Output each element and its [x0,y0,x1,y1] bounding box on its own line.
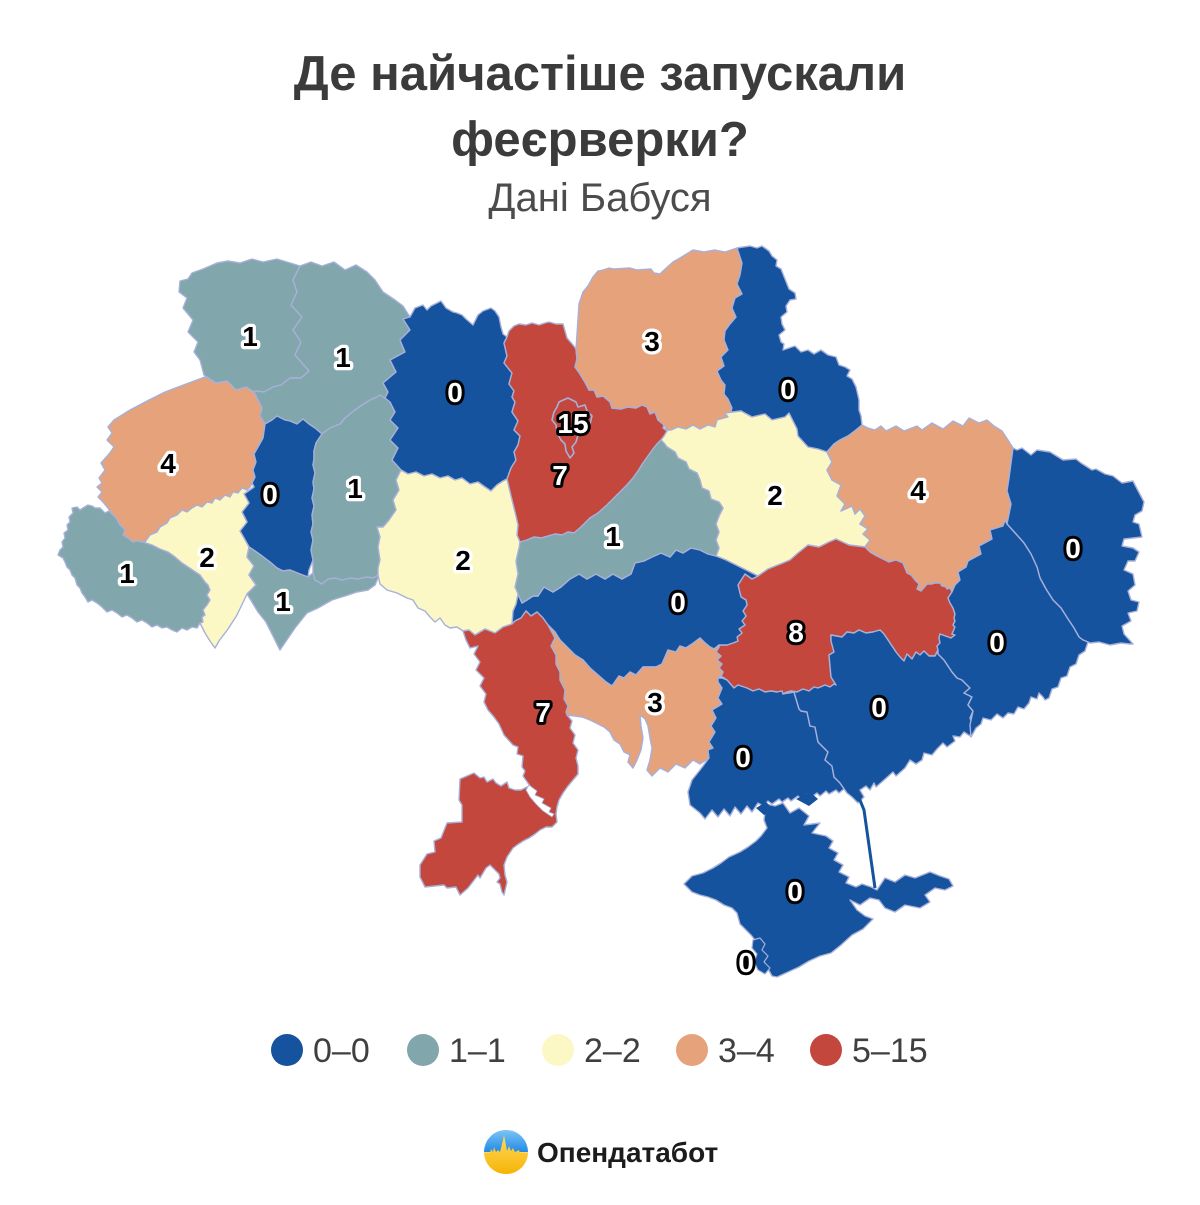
svg-text:8: 8 [788,617,804,648]
svg-text:0–0: 0–0 [313,1032,370,1070]
svg-text:1: 1 [347,473,363,504]
svg-text:2: 2 [767,480,783,511]
svg-text:1: 1 [605,521,621,552]
svg-text:0: 0 [1065,533,1081,564]
svg-text:3–4: 3–4 [718,1032,775,1070]
svg-text:1: 1 [119,558,135,589]
svg-text:5–15: 5–15 [852,1032,928,1070]
svg-text:0: 0 [262,479,278,510]
svg-text:3: 3 [644,326,660,357]
svg-text:0: 0 [787,876,803,907]
svg-text:0: 0 [670,587,686,618]
svg-text:0: 0 [447,377,463,408]
svg-text:1: 1 [275,586,291,617]
svg-text:0: 0 [989,627,1005,658]
svg-text:2: 2 [199,542,215,573]
svg-text:7: 7 [535,697,551,728]
svg-text:Опендатабот: Опендатабот [537,1137,718,1168]
svg-text:0: 0 [738,947,754,978]
svg-text:4: 4 [910,475,926,506]
svg-text:Дані Бабуся: Дані Бабуся [488,176,711,220]
svg-text:7: 7 [552,460,568,491]
svg-text:Де найчастіше запускали: Де найчастіше запускали [294,47,906,101]
svg-text:3: 3 [647,687,663,718]
svg-text:4: 4 [160,448,176,479]
svg-text:15: 15 [557,408,588,439]
svg-text:феєрверки?: феєрверки? [451,113,749,167]
svg-text:1–1: 1–1 [449,1032,506,1070]
svg-text:1: 1 [335,342,351,373]
svg-text:0: 0 [871,692,887,723]
svg-text:2: 2 [455,545,471,576]
svg-text:1: 1 [242,321,258,352]
svg-text:0: 0 [735,742,751,773]
svg-text:2–2: 2–2 [584,1032,641,1070]
svg-text:0: 0 [780,374,796,405]
